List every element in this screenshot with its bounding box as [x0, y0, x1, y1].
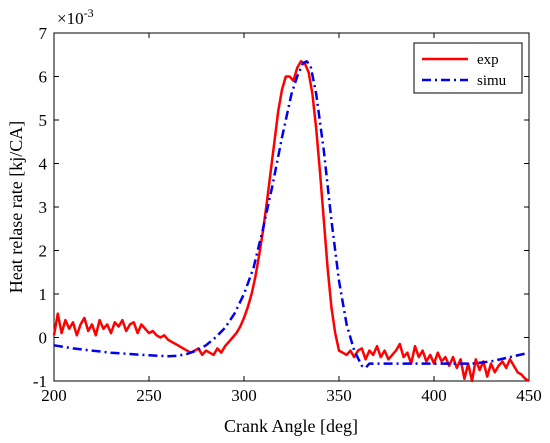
y-tick-label: 3	[39, 198, 48, 217]
y-exponent-base: ×10	[57, 9, 84, 28]
y-tick-label: 0	[39, 329, 48, 348]
y-axis-title: Heat relase rate [kj/CA]	[6, 121, 26, 293]
legend-label-simu: simu	[477, 73, 507, 89]
y-tick-label: -1	[33, 372, 47, 391]
legend-label-exp: exp	[477, 52, 499, 68]
y-axis: -1 0 1 2 3 4 5 6 7	[33, 24, 529, 391]
y-tick-label: 6	[39, 68, 48, 87]
x-tick-label: 200	[41, 386, 67, 405]
x-tick-label: 300	[231, 386, 257, 405]
y-tick-label: 5	[39, 111, 48, 130]
legend-box	[413, 42, 523, 94]
legend: exp simu	[413, 42, 523, 94]
y-tick-label: 7	[39, 24, 48, 43]
y-exponent-power: -3	[84, 6, 94, 20]
series-line-simu	[53, 60, 530, 370]
x-tick-label: 400	[421, 386, 447, 405]
series-layer	[52, 60, 530, 383]
series-line-exp	[52, 60, 530, 383]
x-tick-label: 350	[326, 386, 352, 405]
y-tick-label: 2	[39, 242, 48, 261]
x-axis-title: Crank Angle [deg]	[224, 416, 358, 436]
y-tick-label: 1	[39, 285, 48, 304]
y-exponent: ×10-3	[57, 6, 94, 28]
x-tick-label: 450	[516, 386, 542, 405]
y-tick-label: 4	[39, 155, 48, 174]
x-tick-label: 250	[136, 386, 162, 405]
